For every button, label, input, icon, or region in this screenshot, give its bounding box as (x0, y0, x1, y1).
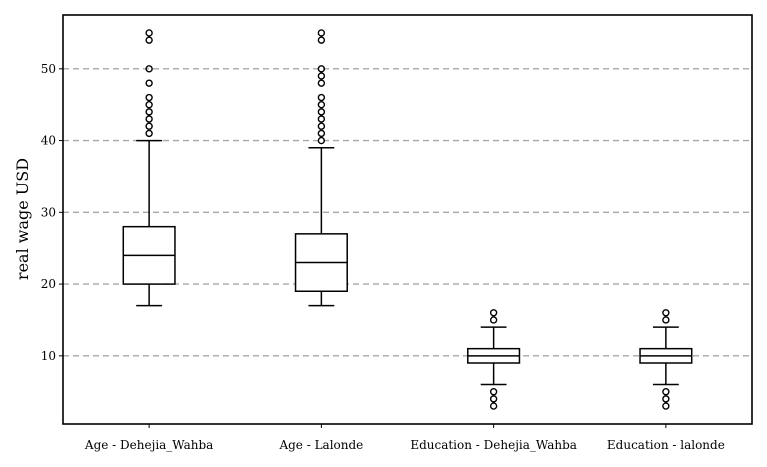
outlier-point (145, 93, 153, 102)
y-tick-label: 30 (41, 205, 56, 219)
outlier-point (145, 115, 153, 123)
x-tick-label: Age - Lalonde (278, 438, 363, 452)
outlier-point (145, 108, 153, 116)
outlier-point (145, 122, 153, 130)
box-group (294, 29, 348, 307)
outlier-point (317, 36, 326, 44)
boxes (122, 29, 693, 410)
outlier-point (489, 395, 498, 403)
y-tick-label: 10 (41, 349, 56, 363)
y-tick-label: 40 (41, 134, 56, 148)
outlier-point (317, 136, 326, 145)
box-group (122, 29, 176, 307)
outlier-point (662, 402, 670, 410)
outlier-point (317, 93, 326, 102)
outlier-point (145, 65, 153, 73)
x-axis-ticks: Age - Dehejia_Wahba Age - Lalonde Educatio… (84, 424, 725, 452)
box-group (467, 309, 521, 410)
outlier-point (317, 100, 326, 109)
outlier-point (317, 115, 326, 123)
plot-frame (62, 14, 753, 425)
outlier-point (317, 122, 326, 130)
outlier-point (145, 129, 153, 138)
grid-lines (63, 68, 752, 357)
outlier-point (145, 79, 153, 87)
y-axis-label: real wage USD (13, 158, 32, 280)
outlier-point (317, 79, 326, 87)
outlier-point (317, 29, 326, 37)
outlier-point (662, 316, 670, 324)
x-tick-label: Education - lalonde (607, 438, 725, 452)
x-tick-label: Education - Dehejia_Wahba (410, 438, 577, 452)
outlier-point (662, 309, 670, 317)
box-group (639, 309, 693, 410)
outlier-point (317, 65, 326, 73)
outlier-point (489, 388, 498, 396)
outlier-point (145, 36, 153, 44)
x-tick-label: Age - Dehejia_Wahba (84, 438, 213, 452)
outlier-point (489, 309, 498, 317)
outlier-point (317, 129, 326, 138)
y-tick-label: 20 (41, 277, 56, 291)
y-tick-label: 50 (41, 62, 56, 76)
y-axis-ticks: 10 20 30 40 50 (41, 62, 63, 363)
outlier-point (317, 72, 326, 80)
outlier-point (489, 402, 498, 410)
outlier-point (317, 108, 326, 116)
outlier-point (662, 388, 670, 396)
outlier-point (662, 395, 670, 403)
outlier-point (145, 100, 153, 109)
outlier-point (489, 316, 498, 324)
outlier-point (145, 29, 153, 37)
